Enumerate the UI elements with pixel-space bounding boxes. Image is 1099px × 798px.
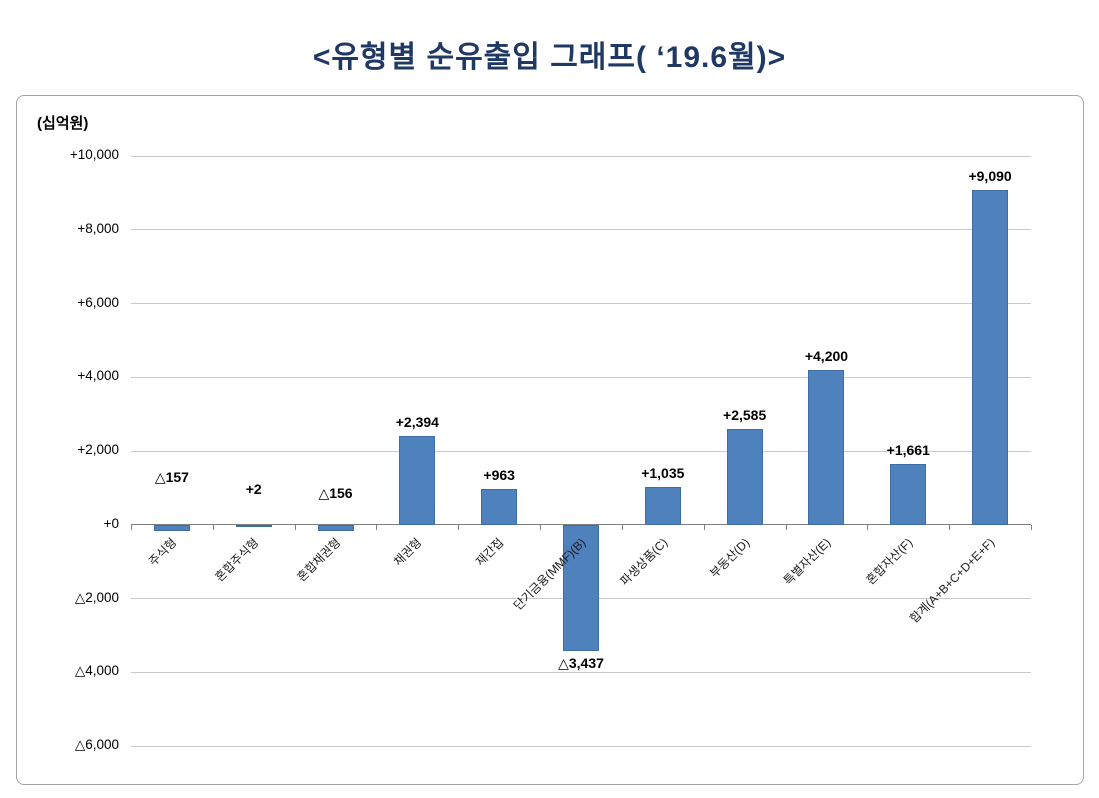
bar-value-label: +2,394 <box>395 414 439 431</box>
axis-tick-mark <box>212 524 214 530</box>
axis-tick-mark <box>703 524 705 530</box>
bar-value-label: +9,090 <box>968 167 1012 184</box>
axis-tick-mark <box>949 524 951 530</box>
axis-tick-mark <box>785 524 787 530</box>
x-category-label: 혼합주식형 <box>212 535 262 585</box>
axis-tick-mark <box>867 524 869 530</box>
y-tick-label: +8,000 <box>77 220 119 236</box>
x-category-label: 채권형 <box>391 535 425 569</box>
bar <box>808 369 845 525</box>
bar <box>235 524 272 527</box>
axis-tick-mark <box>540 524 542 530</box>
y-tick-label: +0 <box>103 515 119 531</box>
x-category-label: 혼합채권형 <box>293 535 343 585</box>
y-tick-label: △4,000 <box>74 663 119 679</box>
bar-value-label: +1,661 <box>886 441 930 458</box>
axis-tick-mark <box>294 524 296 530</box>
axis-tick-mark <box>131 524 132 530</box>
bar <box>972 189 1009 525</box>
x-category-label: 특별자산(E) <box>781 535 834 588</box>
axis-tick-mark <box>376 524 378 530</box>
bar <box>481 489 518 525</box>
y-tick-label: +6,000 <box>77 294 119 310</box>
chart-container: (십억원) +10,000 +8,000 +6,000 +4,000 +2,000 +0 △… <box>16 95 1084 785</box>
bar-value-label: +2 <box>245 480 262 497</box>
y-tick-label: +2,000 <box>77 442 119 457</box>
chart-title: <유형별 순유출입 그래프( ‘19.6월)> <box>312 41 787 74</box>
gridline <box>131 745 1031 747</box>
y-axis-unit-label: (십억원) <box>37 115 89 132</box>
bar <box>153 524 190 531</box>
gridline <box>131 155 1031 157</box>
bar <box>399 436 436 525</box>
axis-tick-mark <box>1031 524 1032 530</box>
bar-value-label: +4,200 <box>804 347 849 364</box>
bar <box>317 524 354 531</box>
bar <box>563 524 599 652</box>
gridline <box>131 229 1031 231</box>
bar-value-label: +1,035 <box>641 464 685 481</box>
gridline <box>131 376 1031 378</box>
gridline <box>131 450 1031 452</box>
bar-value-label: △156 <box>318 484 353 501</box>
y-tick-label: △6,000 <box>74 737 119 752</box>
x-category-label: 부동산(D) <box>706 535 752 581</box>
bar-value-label: +963 <box>483 467 515 484</box>
y-tick-label: △2,000 <box>74 589 119 605</box>
bar-value-label: +2,585 <box>723 407 767 424</box>
bar <box>644 486 681 525</box>
x-category-label: 혼합자산(F) <box>863 535 916 588</box>
y-tick-label: +4,000 <box>77 368 119 384</box>
gridline <box>131 671 1031 673</box>
axis-tick-mark <box>458 524 460 530</box>
x-category-label: 합계(A+B+C+D+E+F) <box>907 535 998 626</box>
y-tick-label: +10,000 <box>69 147 119 162</box>
bar-value-label: △157 <box>154 468 189 485</box>
bar <box>726 429 763 525</box>
x-category-label: 재간접 <box>473 535 507 569</box>
axis-tick-mark <box>621 524 623 530</box>
bar-value-label: △3,437 <box>558 655 604 672</box>
gridline <box>131 303 1031 304</box>
bar <box>890 463 927 525</box>
